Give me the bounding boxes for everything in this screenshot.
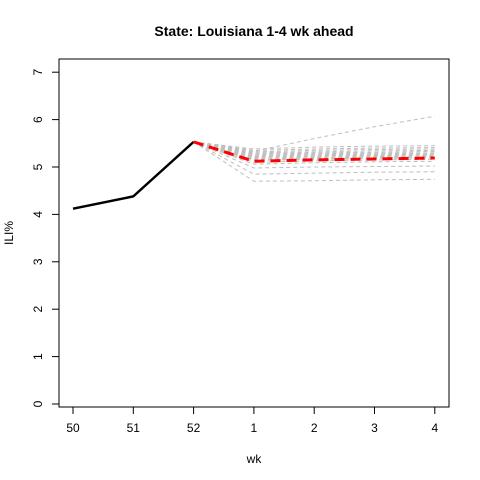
forecast-sample-line [193,141,435,153]
forecast-sample-line [193,141,435,161]
forecast-sample-line [193,141,435,156]
y-axis: 0 1 2 3 4 5 6 7 [31,69,60,407]
plot-frame [58,58,450,408]
forecast-sample-line [193,141,435,182]
forecast-sample-line [193,141,435,159]
forecast-sample-line [193,115,435,152]
observed-line [72,140,195,210]
y-tick-label: 5 [31,163,45,170]
forecast-sample-line [193,141,435,163]
forecast-sample-line [193,141,435,159]
forecast-sample-line [193,141,435,151]
x-tick-label: 3 [371,421,378,435]
x-axis-title: wk [246,452,263,466]
forecast-sample-line [193,141,435,158]
data-lines [72,140,435,210]
x-tick-label: 51 [127,421,141,435]
y-tick-label: 1 [31,353,45,360]
forecast-sample-line [193,141,435,175]
y-tick-label: 7 [31,69,45,76]
y-tick-label: 2 [31,306,45,313]
forecast-sample-line [193,141,435,155]
forecast-samples [193,115,435,182]
forecast-sample-line [193,141,435,150]
y-tick-label: 4 [31,211,45,218]
x-tick-label: 50 [66,421,80,435]
forecast-sample-line [193,141,435,154]
forecast-sample-line [193,141,435,169]
forecast-sample-line [193,141,435,160]
y-tick-label: 3 [31,258,45,265]
x-tick-label: 2 [311,421,318,435]
x-axis: 50 51 52 1 2 3 4 [66,406,438,435]
x-tick-label: 52 [187,421,201,435]
y-tick-label: 0 [31,400,45,407]
chart-title: State: Louisiana 1-4 wk ahead [154,23,353,39]
y-axis-title: ILI% [2,221,16,245]
x-tick-label: 1 [251,421,258,435]
y-tick-label: 6 [31,116,45,123]
forecast-sample-line [193,141,435,165]
forecast-sample-line [193,141,435,157]
x-tick-label: 4 [431,421,438,435]
